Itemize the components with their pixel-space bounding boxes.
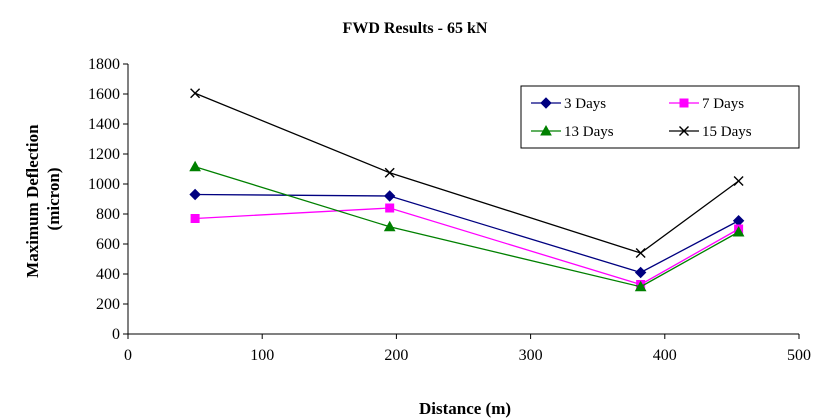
y-axis-label-line-2: (micron) <box>44 168 63 231</box>
data-point-15-days <box>384 167 395 178</box>
series-line-3-days <box>195 193 739 274</box>
x-marker-stroke <box>384 167 395 178</box>
y-tick-label: 1600 <box>88 86 120 103</box>
y-tick-label: 1000 <box>88 176 120 193</box>
data-point-3-days <box>634 266 647 279</box>
data-point-3-days <box>189 188 201 201</box>
data-point-13-days <box>189 160 201 172</box>
legend-marker <box>679 126 689 136</box>
legend-label: 7 Days <box>702 96 744 112</box>
x-tick-label: 300 <box>519 347 543 364</box>
y-tick-label: 0 <box>112 326 120 343</box>
series-line-15-days <box>194 92 739 254</box>
y-tick-label: 600 <box>96 236 120 253</box>
y-tick-label: 1200 <box>88 146 120 163</box>
legend-label: 15 Days <box>702 124 752 140</box>
series-line-7-days <box>195 207 739 286</box>
legend-marker <box>540 97 552 109</box>
x-tick-label: 200 <box>384 347 408 364</box>
legend-marker <box>679 98 689 108</box>
data-point-3-days <box>383 190 396 202</box>
data-point-13-days <box>634 280 647 292</box>
y-tick-label: 1800 <box>88 56 120 73</box>
x-marker-stroke <box>635 248 646 258</box>
series-layer <box>189 88 745 292</box>
y-axis-label-line-1: Maximum Deflection <box>23 124 42 278</box>
x-tick-label: 400 <box>653 347 677 364</box>
series-3-days <box>189 188 745 279</box>
y-tick-label: 200 <box>96 296 120 313</box>
data-point-15-days <box>733 176 744 186</box>
x-tick-label: 100 <box>250 347 274 364</box>
legend: 3 Days 7 Days 13 Days 15 Days <box>520 85 800 149</box>
y-axis-label: Maximum Deflection (micron) <box>23 120 63 278</box>
data-point-7-days <box>385 203 395 213</box>
x-marker-stroke <box>679 126 689 136</box>
axes: 0 200 400 600 800 1000 1200 1400 1600 1800 0 100 200… <box>88 56 811 364</box>
y-tick-label: 1400 <box>88 116 120 133</box>
chart-title: FWD Results - 65 kN <box>343 20 488 37</box>
legend-item-3-days: 3 Days <box>531 96 606 112</box>
x-marker-stroke <box>733 176 744 186</box>
data-point-15-days <box>635 248 646 258</box>
series-line-13-days <box>194 166 739 288</box>
data-point-13-days <box>732 225 745 237</box>
legend-item-15-days: 15 Days <box>669 124 752 140</box>
data-point-7-days <box>190 214 200 223</box>
x-marker-stroke <box>190 88 201 99</box>
legend-label: 13 Days <box>564 124 614 140</box>
x-tick-label: 500 <box>787 347 811 364</box>
legend-marker <box>540 124 552 136</box>
y-tick-label: 400 <box>96 266 120 283</box>
y-tick-label: 800 <box>96 206 120 223</box>
legend-label: 3 Days <box>564 96 606 112</box>
x-tick-label: 0 <box>124 347 132 364</box>
legend-item-7-days: 7 Days <box>669 96 744 112</box>
data-point-13-days <box>383 220 396 232</box>
series-13-days <box>189 160 745 292</box>
legend-box <box>520 85 800 149</box>
data-point-15-days <box>190 88 201 99</box>
data-point-3-days <box>732 215 745 227</box>
legend-item-13-days: 13 Days <box>531 124 614 140</box>
x-axis-label: Distance (m) <box>419 399 511 418</box>
series-15-days <box>190 88 744 258</box>
